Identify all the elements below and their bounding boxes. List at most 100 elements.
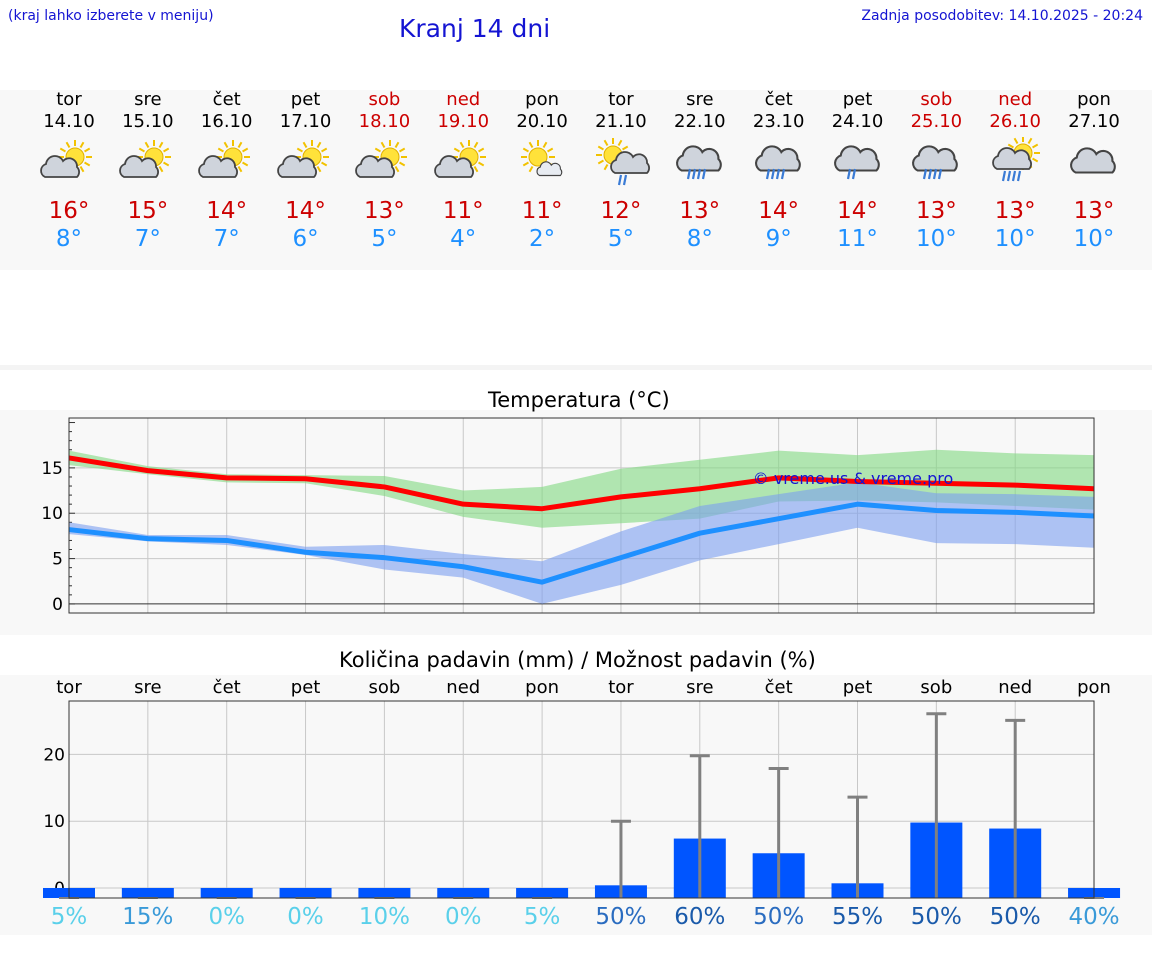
precip-chart-title: Količina padavin (mm) / Možnost padavin …	[339, 648, 816, 672]
temp-max: 16°	[48, 198, 90, 224]
temp-max: 13°	[679, 198, 721, 224]
day-column: čet 23.10	[740, 89, 818, 133]
day-column: čet 16.10	[188, 89, 266, 133]
temp-min: 6°	[292, 226, 319, 252]
day-name: ned	[998, 89, 1033, 110]
temp-max: 15°	[127, 198, 169, 224]
partly-sunny-icon	[434, 140, 487, 178]
temp-max: 11°	[442, 198, 484, 224]
day-column: tor 14.10	[30, 89, 108, 133]
day-name: tor	[56, 89, 82, 110]
day-date: 19.10	[437, 111, 490, 132]
separator	[0, 365, 1152, 370]
precip-probability: 50%	[910, 904, 962, 930]
cloud-rain-icon	[675, 145, 722, 180]
precip-probability: 0%	[287, 904, 324, 930]
x-category-label: tor	[608, 677, 634, 698]
day-column: sob 25.10	[897, 89, 975, 133]
day-name: pet	[842, 89, 873, 110]
day-date: 26.10	[989, 111, 1041, 132]
sun-cloud-heavy-rain-icon	[992, 137, 1041, 182]
series-band-max	[69, 449, 1095, 528]
x-category-label: pet	[291, 677, 321, 698]
precip-bar	[121, 887, 174, 898]
temp-max: 13°	[364, 198, 405, 224]
day-name: sob	[368, 89, 401, 110]
day-date: 20.10	[516, 111, 568, 132]
temp-min: 10°	[994, 226, 1036, 252]
precip-probability: 0%	[208, 904, 245, 930]
day-name: pon	[1077, 89, 1111, 110]
day-column: tor 21.10	[582, 89, 660, 133]
temp-max: 14°	[285, 198, 326, 224]
sun-small-cloud-icon	[521, 140, 563, 177]
day-date: 17.10	[279, 111, 332, 132]
temp-min: 10°	[915, 226, 957, 252]
temp-max: 14°	[758, 198, 800, 224]
temp-max: 13°	[915, 198, 957, 224]
day-name: sob	[920, 89, 953, 110]
temp-min: 11°	[837, 226, 878, 252]
day-date: 24.10	[831, 111, 884, 132]
day-column: pon 27.10	[1055, 89, 1133, 133]
series-band-min	[69, 482, 1095, 604]
temp-min: 8°	[55, 226, 83, 252]
temp-min: 7°	[213, 226, 240, 252]
day-column: pet 24.10	[819, 89, 897, 133]
temp-max: 12°	[600, 198, 642, 224]
day-name: pet	[290, 89, 321, 110]
x-category-label: ned	[446, 677, 480, 698]
temp-min: 7°	[134, 226, 161, 252]
day-column: pon 20.10	[503, 89, 581, 133]
x-category-label: pet	[843, 677, 873, 698]
precip-bar	[358, 887, 411, 898]
day-date: 23.10	[752, 111, 805, 132]
precip-bar	[200, 887, 253, 898]
day-name: čet	[764, 89, 793, 110]
x-category-label: tor	[56, 677, 82, 698]
x-category-label: čet	[765, 677, 793, 698]
day-date: 21.10	[595, 111, 647, 132]
day-name: čet	[212, 89, 241, 110]
x-category-label: čet	[213, 677, 241, 698]
precip-bar	[279, 887, 332, 898]
precip-probability: 50%	[753, 904, 805, 930]
partly-sunny-icon	[355, 140, 408, 178]
partly-sunny-icon	[119, 140, 171, 178]
temp-min: 5°	[371, 226, 398, 252]
y-tick-label: 0	[52, 595, 63, 615]
x-category-label: pon	[525, 677, 559, 698]
precip-probability: 5%	[50, 904, 88, 930]
precip-probability: 10%	[358, 904, 410, 930]
cloud-light-rain-icon	[833, 145, 880, 180]
precip-probability: 5%	[523, 904, 561, 930]
precip-bar	[516, 887, 569, 898]
partly-sunny-icon	[40, 140, 92, 178]
day-column: sre 22.10	[661, 89, 739, 133]
temp-min: 9°	[765, 226, 792, 252]
cloud-rain-icon	[912, 145, 959, 180]
partly-sunny-icon	[197, 140, 250, 178]
y-tick-label: 10	[41, 504, 63, 524]
sun-cloud-rain-icon	[595, 138, 650, 186]
forecast-band	[0, 90, 1152, 270]
partly-sunny-icon	[276, 140, 329, 178]
x-category-label: sob	[920, 677, 952, 698]
precip-probability: 50%	[595, 904, 647, 930]
y-tick-label: 5	[52, 550, 63, 570]
precip-probability: 40%	[1068, 904, 1120, 930]
day-column: sob 18.10	[345, 89, 423, 133]
precip-bar	[437, 887, 490, 898]
day-column: sre 15.10	[109, 89, 187, 133]
day-column: ned 26.10	[976, 89, 1054, 133]
last-update: Zadnja posodobitev: 14.10.2025 - 20:24	[861, 8, 1143, 24]
plot-frame	[68, 417, 1095, 614]
temp-min: 8°	[686, 226, 713, 252]
day-name: sre	[686, 89, 714, 110]
precip-probability: 0%	[445, 904, 482, 930]
day-date: 27.10	[1068, 111, 1120, 132]
day-name: pon	[525, 89, 560, 110]
temp-max: 13°	[994, 198, 1036, 224]
